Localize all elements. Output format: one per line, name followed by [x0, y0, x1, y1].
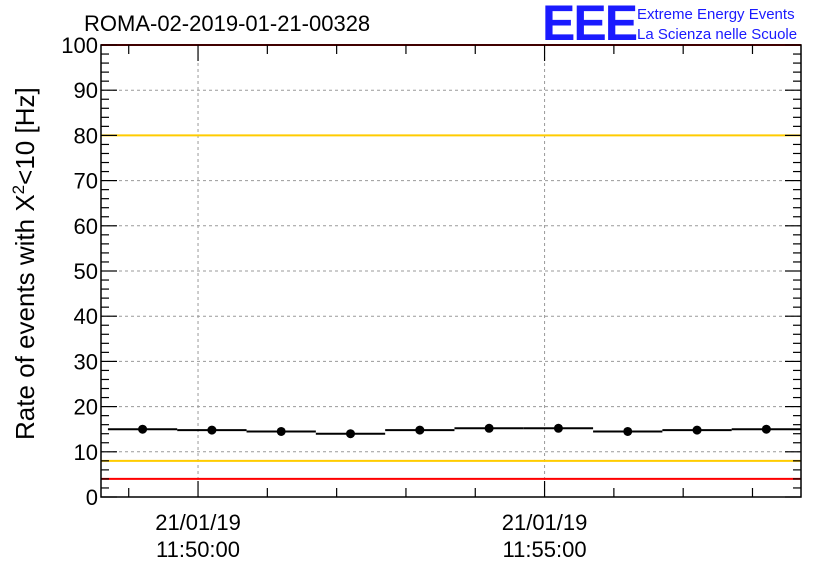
data-point	[553, 423, 563, 433]
y-tick-label: 70	[74, 169, 98, 194]
eee-logo: EEE Extreme Energy Events La Scienza nel…	[542, 0, 797, 51]
x-tick-label-date: 21/01/19	[502, 510, 588, 535]
data-point	[484, 423, 494, 433]
data-series	[107, 423, 801, 439]
data-point	[761, 424, 771, 434]
y-tick-label: 80	[74, 123, 98, 148]
x-tick-label-date: 21/01/19	[155, 510, 241, 535]
y-tick-label: 100	[61, 33, 98, 58]
data-point	[276, 426, 286, 436]
data-point	[207, 425, 217, 435]
reference-lines	[101, 44, 801, 480]
data-point	[692, 425, 702, 435]
chart-title: ROMA-02-2019-01-21-00328	[84, 11, 370, 36]
y-tick-label: 60	[74, 214, 98, 239]
logo-letters: EEE	[542, 0, 637, 51]
y-tick-label: 30	[74, 349, 98, 374]
y-axis-label: Rate of events with X2<10 [Hz]	[9, 87, 40, 440]
logo-line-2: La Scienza nelle Scuole	[637, 26, 797, 43]
x-tick-label-time: 11:55:00	[503, 537, 587, 562]
data-point	[623, 426, 633, 436]
x-tick-label-time: 11:50:00	[156, 537, 240, 562]
y-tick-label: 20	[74, 395, 98, 420]
axes	[100, 44, 802, 498]
y-tick-label: 90	[74, 78, 98, 103]
data-point	[138, 424, 148, 434]
y-tick-label: 40	[74, 304, 98, 329]
y-tick-label: 0	[86, 485, 98, 510]
data-point	[415, 425, 425, 435]
data-point	[346, 429, 356, 439]
grid	[101, 45, 801, 497]
logo-line-1: Extreme Energy Events	[637, 6, 795, 23]
y-tick-label: 10	[74, 440, 98, 465]
y-tick-label: 50	[74, 259, 98, 284]
y-tick-labels: 0 10 20 30 40 50 60 70 80 90 100	[61, 33, 98, 510]
